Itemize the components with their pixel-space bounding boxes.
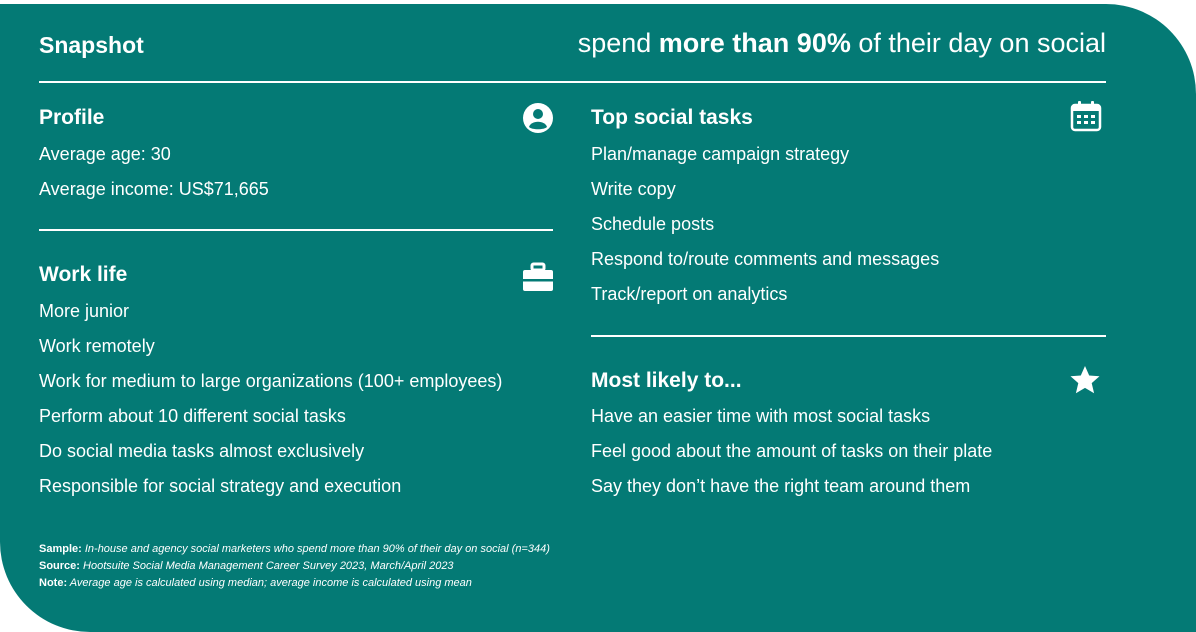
work-life-item: Responsible for social strategy and exec…: [39, 476, 402, 496]
profile-divider: [39, 229, 553, 231]
most-likely-title: Most likely to...: [591, 369, 742, 392]
tagline-pre: spend: [577, 28, 659, 58]
star-icon: [1069, 364, 1101, 401]
snapshot-title: Snapshot: [39, 32, 144, 58]
top-tasks-divider: [591, 335, 1106, 337]
snapshot-card: [0, 4, 1196, 632]
briefcase-icon: [522, 262, 554, 297]
top-task-item: Schedule posts: [591, 214, 715, 234]
footnote-note-text: Average age is calculated using median; …: [67, 577, 472, 589]
most-likely-item: Have an easier time with most social tas…: [591, 406, 931, 426]
work-life-item: Perform about 10 different social tasks: [39, 406, 346, 426]
profile-item: Average income: US$71,665: [39, 179, 269, 199]
top-task-item: Plan/manage campaign strategy: [591, 144, 850, 164]
snapshot-tagline: spend more than 90% of their day on soci…: [578, 28, 1106, 59]
footnote-sample-text: In-house and agency social marketers who…: [81, 543, 550, 555]
person-icon: [522, 102, 554, 139]
work-life-item: Do social media tasks almost exclusively: [39, 441, 365, 461]
profile-item: Average age: 30: [39, 144, 171, 164]
footnote-sample-label: Sample:: [39, 543, 82, 555]
top-task-item: Respond to/route comments and messages: [591, 249, 940, 269]
footnote-source-label: Source:: [39, 560, 80, 572]
work-life-item: Work for medium to large organizations (…: [39, 371, 503, 391]
calendar-icon: [1070, 100, 1102, 137]
tagline-post: of their day on social: [850, 28, 1106, 58]
most-likely-item: Feel good about the amount of tasks on t…: [591, 441, 993, 461]
footnote-note-label: Note:: [39, 577, 68, 589]
work-life-item: More junior: [39, 301, 130, 321]
footnote-source: Source: Hootsuite Social Media Managemen…: [39, 560, 454, 572]
top-tasks-title: Top social tasks: [591, 106, 753, 129]
footnote-source-text: Hootsuite Social Media Management Career…: [79, 560, 454, 572]
work-life-item: Work remotely: [39, 336, 155, 356]
work-life-title: Work life: [39, 263, 128, 286]
footnote-note: Note: Average age is calculated using me…: [39, 577, 472, 589]
tagline-bold: more than 90%: [658, 28, 851, 58]
most-likely-item: Say they don’t have the right team aroun…: [591, 476, 971, 496]
profile-title: Profile: [39, 106, 105, 129]
top-task-item: Write copy: [591, 179, 676, 199]
footnote-sample: Sample: In-house and agency social marke…: [39, 543, 550, 555]
header-divider: [39, 81, 1106, 83]
top-task-item: Track/report on analytics: [591, 284, 788, 304]
